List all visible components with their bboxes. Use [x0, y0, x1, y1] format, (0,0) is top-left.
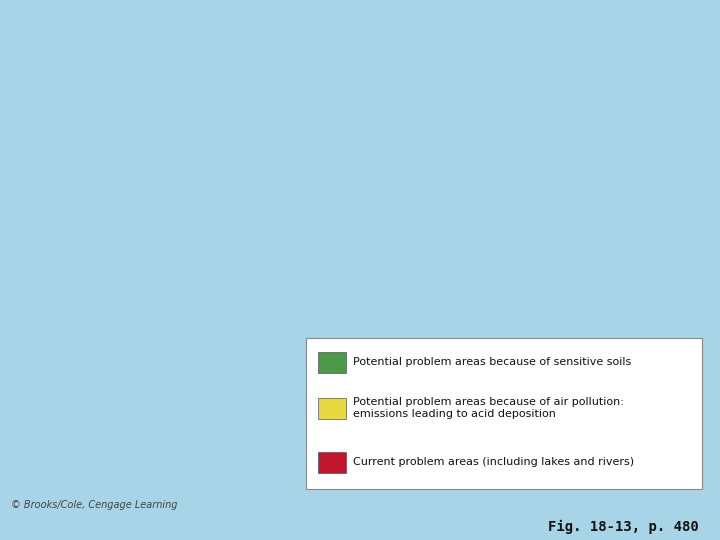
Text: Current problem areas (including lakes and rivers): Current problem areas (including lakes a…: [353, 457, 634, 467]
Text: Potential problem areas because of air pollution:: Potential problem areas because of air p…: [353, 397, 624, 407]
Text: © Brooks/Cole, Cengage Learning: © Brooks/Cole, Cengage Learning: [11, 500, 177, 510]
Text: Potential problem areas because of sensitive soils: Potential problem areas because of sensi…: [353, 357, 631, 367]
Text: emissions leading to acid deposition: emissions leading to acid deposition: [353, 409, 556, 419]
Text: Fig. 18-13, p. 480: Fig. 18-13, p. 480: [548, 519, 698, 534]
